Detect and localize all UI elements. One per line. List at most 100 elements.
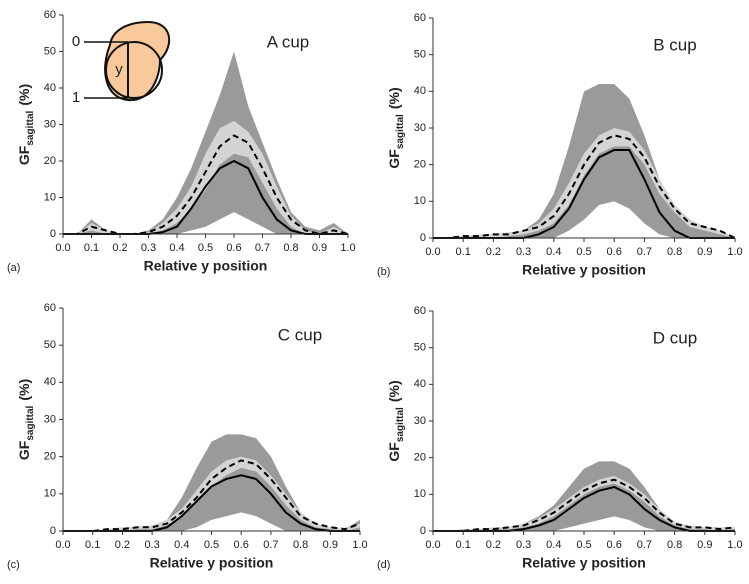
series-line <box>63 134 349 236</box>
y-tick-label: 20 <box>44 451 56 463</box>
x-tick-label: 0.5 <box>198 242 213 254</box>
cup-inset: 0 y 1 <box>72 20 171 106</box>
x-axis-label: Relative y position <box>522 262 646 278</box>
y-label-unit: (%) <box>386 380 402 402</box>
y-tick-label: 60 <box>44 302 56 314</box>
x-tick-label: 0.3 <box>516 539 531 551</box>
x-tick-label: 0.4 <box>546 246 561 258</box>
x-tick-label: 0.4 <box>169 242 184 254</box>
y-tick-label: 50 <box>414 342 426 354</box>
x-tick-label: 0.4 <box>174 539 189 551</box>
y-tick-label: 50 <box>44 339 56 351</box>
y-label-sub: sagittal <box>25 110 36 145</box>
y-label-main: GF <box>16 145 32 165</box>
x-tick-label: 0.9 <box>323 539 338 551</box>
chart-title: D cup <box>653 328 697 347</box>
y-tick-label: 10 <box>44 488 56 500</box>
x-tick-label: 0.0 <box>55 242 70 254</box>
y-tick-label: 20 <box>414 159 426 171</box>
y-tick-label: 30 <box>414 122 426 134</box>
x-tick-label: 0.6 <box>607 539 622 551</box>
x-tick-label: 0.3 <box>141 242 156 254</box>
y-tick-label: 20 <box>414 452 426 464</box>
y-tick-label: 10 <box>44 191 56 203</box>
y-tick-label: 10 <box>414 195 426 207</box>
y-tick-label: 50 <box>414 49 426 61</box>
inset-label: y <box>115 61 123 78</box>
x-tick-label: 0.9 <box>697 539 712 551</box>
x-tick-label: 0.5 <box>576 246 591 258</box>
x-tick-label: 0.2 <box>115 539 130 551</box>
y-tick-label: 40 <box>44 376 56 388</box>
x-tick-label: 1.0 <box>727 246 742 258</box>
x-axis-label: Relative y position <box>144 258 268 274</box>
y-label-sub: sagittal <box>395 114 406 149</box>
x-tick-label: 0.6 <box>234 539 249 551</box>
x-tick-label: 0.7 <box>263 539 278 551</box>
series-line <box>433 478 736 532</box>
y-axis-label: GFsagittal (%) <box>386 87 406 168</box>
y-tick-label: 30 <box>44 413 56 425</box>
panel-label: (d) <box>377 559 390 571</box>
x-tick-label: 0.8 <box>283 242 298 254</box>
y-label-main: GF <box>386 442 402 462</box>
y-tick-label: 0 <box>50 525 56 537</box>
x-tick-label: 0.8 <box>293 539 308 551</box>
x-tick-label: 0.0 <box>425 246 440 258</box>
y-tick-label: 40 <box>414 378 426 390</box>
y-tick-label: 40 <box>44 82 56 94</box>
band <box>63 456 360 531</box>
band <box>433 476 735 531</box>
x-tick-label: 0.2 <box>486 539 501 551</box>
series-line <box>433 134 736 239</box>
x-tick-label: 0.5 <box>204 539 219 551</box>
y-label-unit: (%) <box>16 84 32 106</box>
inset-label: 1 <box>72 89 80 106</box>
x-tick-label: 0.1 <box>456 246 471 258</box>
y-tick-label: 0 <box>420 232 426 244</box>
panel-label: (a) <box>7 262 20 274</box>
x-tick-label: 0.0 <box>425 539 440 551</box>
x-tick-label: 0.2 <box>112 242 127 254</box>
x-tick-label: 0.0 <box>55 539 70 551</box>
y-tick-label: 60 <box>414 305 426 317</box>
y-label-sub: sagittal <box>25 405 36 440</box>
cup-circle <box>105 41 163 99</box>
panel-label: (b) <box>377 266 390 278</box>
y-tick-label: 60 <box>414 12 426 24</box>
band <box>63 120 348 234</box>
y-tick-label: 20 <box>44 155 56 167</box>
x-tick-label: 0.3 <box>144 539 159 551</box>
x-tick-label: 0.7 <box>637 539 652 551</box>
x-tick-label: 0.1 <box>456 539 471 551</box>
y-label-main: GF <box>386 149 402 169</box>
y-label-sub: sagittal <box>395 407 406 442</box>
x-tick-label: 0.6 <box>226 242 241 254</box>
y-tick-label: 50 <box>44 45 56 57</box>
x-tick-label: 0.8 <box>667 539 682 551</box>
x-tick-label: 0.4 <box>546 539 561 551</box>
chart-title: C cup <box>278 325 322 344</box>
x-tick-label: 0.5 <box>576 539 591 551</box>
x-tick-label: 1.0 <box>352 539 367 551</box>
x-tick-label: 0.7 <box>637 246 652 258</box>
y-tick-label: 0 <box>50 228 56 240</box>
x-tick-label: 0.3 <box>516 246 531 258</box>
x-tick-label: 0.9 <box>312 242 327 254</box>
x-tick-label: 0.9 <box>697 246 712 258</box>
x-tick-label: 0.1 <box>84 242 99 254</box>
x-axis-label: Relative y position <box>522 555 646 571</box>
y-label-unit: (%) <box>386 87 402 109</box>
y-tick-label: 30 <box>44 118 56 130</box>
x-tick-label: 1.0 <box>727 539 742 551</box>
y-label-main: GF <box>16 440 32 460</box>
panel-label: (c) <box>7 559 20 571</box>
x-tick-label: 1.0 <box>340 242 355 254</box>
chart-title: B cup <box>653 35 696 54</box>
y-tick-label: 30 <box>414 415 426 427</box>
